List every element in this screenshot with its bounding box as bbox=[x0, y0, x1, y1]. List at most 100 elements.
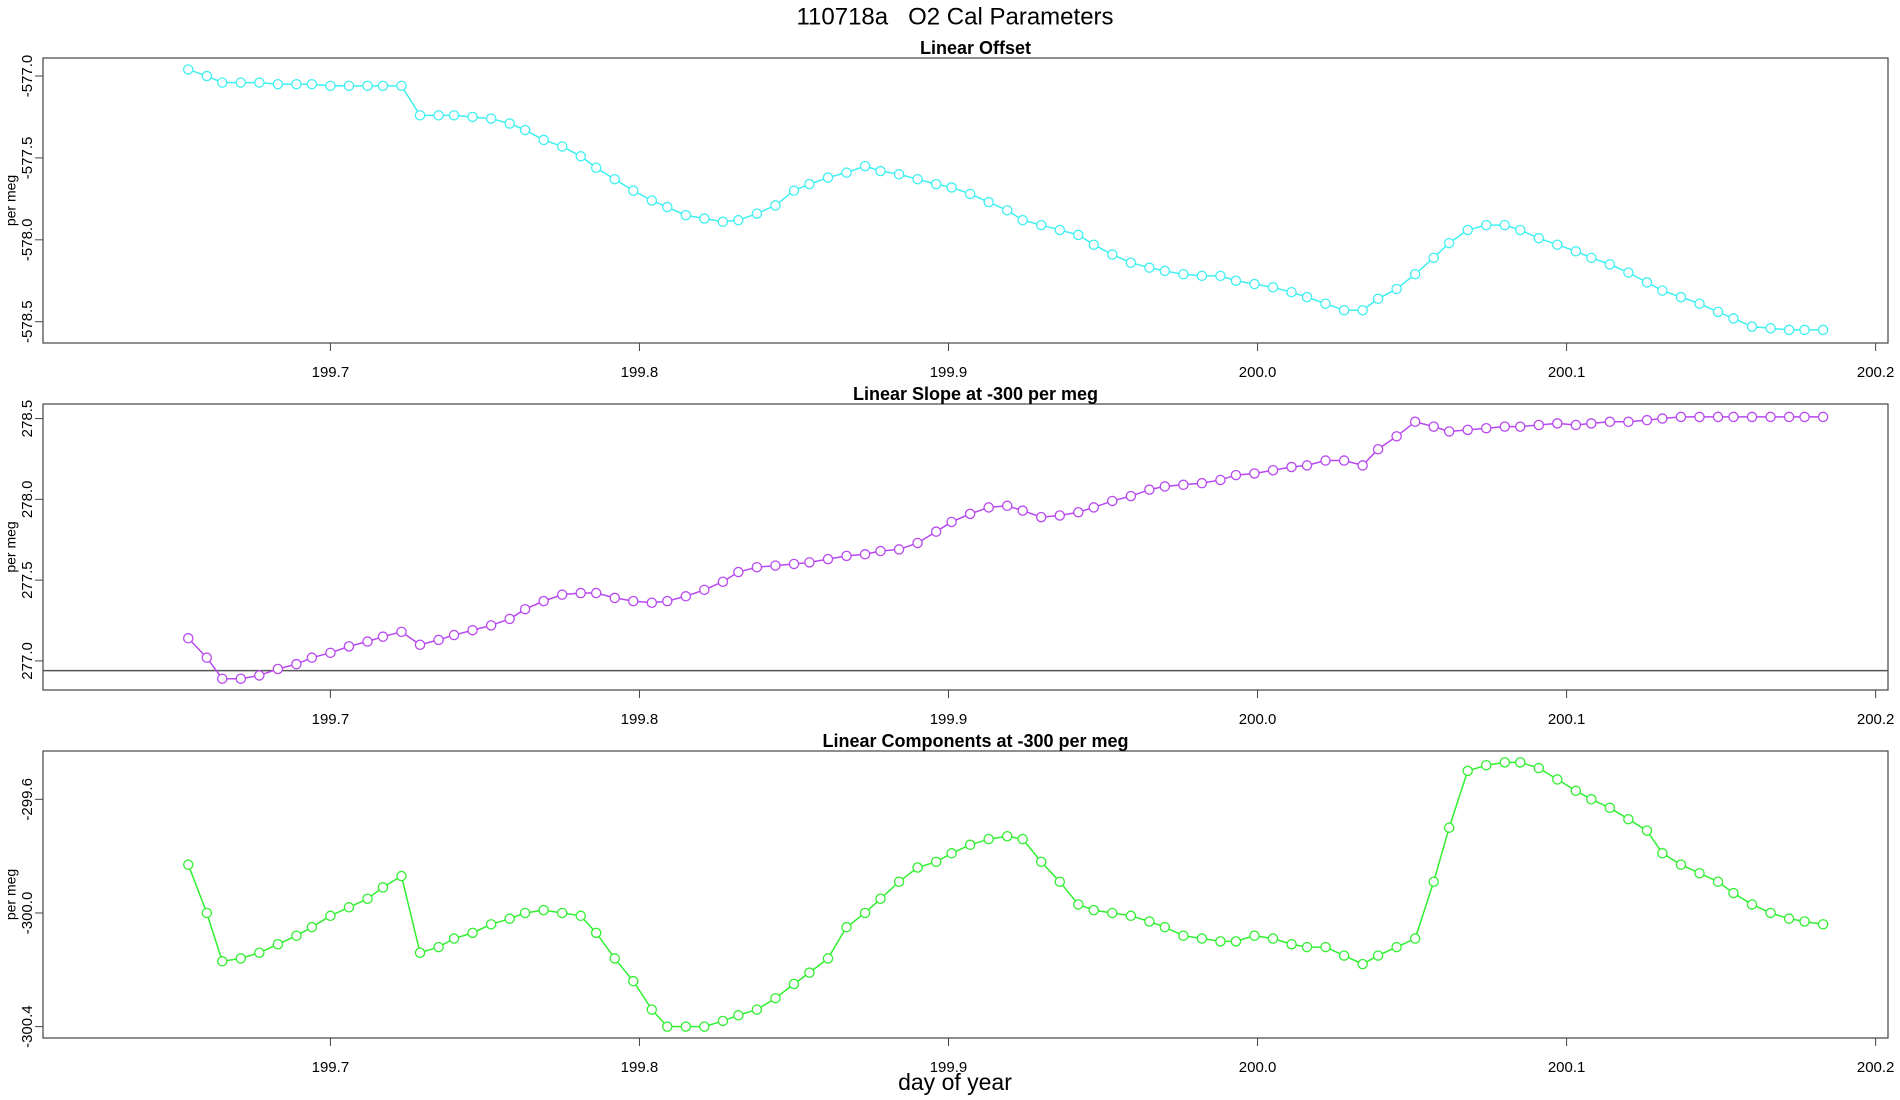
data-point bbox=[306, 652, 318, 663]
data-point bbox=[717, 216, 729, 228]
data-point bbox=[1017, 505, 1028, 516]
data-point bbox=[628, 975, 639, 987]
data-point bbox=[272, 663, 284, 675]
x-tick-label: 200.1 bbox=[1548, 1059, 1586, 1076]
data-point bbox=[699, 1021, 710, 1032]
data-point bbox=[1159, 481, 1171, 492]
data-point bbox=[859, 160, 871, 172]
data-point bbox=[485, 620, 497, 631]
data-point bbox=[1338, 455, 1350, 466]
data-point bbox=[1088, 904, 1100, 916]
x-tick-label: 199.8 bbox=[621, 711, 659, 728]
data-point bbox=[1746, 321, 1758, 332]
data-point bbox=[448, 629, 460, 641]
data-point bbox=[1338, 950, 1350, 961]
data-point bbox=[1409, 933, 1421, 944]
data-point bbox=[1765, 411, 1776, 423]
data-point bbox=[1462, 765, 1473, 777]
y-tick-label: -577.0 bbox=[19, 55, 36, 98]
data-point bbox=[983, 833, 994, 845]
page-title: 110718a O2 Cal Parameters bbox=[796, 3, 1113, 30]
data-point bbox=[1657, 848, 1668, 859]
data-point bbox=[291, 78, 302, 90]
data-point bbox=[662, 595, 673, 607]
data-point bbox=[377, 631, 389, 642]
data-point bbox=[519, 124, 531, 136]
y-tick-label: 278.5 bbox=[19, 400, 36, 438]
data-point bbox=[377, 882, 389, 893]
data-point bbox=[946, 516, 957, 528]
data-point bbox=[893, 169, 905, 180]
plot-frame bbox=[42, 403, 1889, 691]
data-point bbox=[201, 907, 213, 919]
data-point bbox=[733, 566, 744, 578]
x-tick-label: 199.9 bbox=[930, 711, 968, 728]
data-point bbox=[751, 208, 763, 219]
data-point bbox=[1125, 257, 1137, 268]
data-point bbox=[362, 893, 373, 905]
data-point bbox=[1746, 411, 1758, 423]
data-point bbox=[1765, 907, 1776, 919]
data-point bbox=[1817, 324, 1829, 336]
data-point bbox=[1641, 277, 1653, 288]
data-point bbox=[1320, 455, 1331, 466]
data-point bbox=[1623, 416, 1634, 428]
data-point bbox=[1586, 252, 1597, 264]
panel-title: Linear Components at -300 per meg bbox=[822, 731, 1128, 751]
data-point bbox=[1391, 283, 1402, 295]
data-point bbox=[841, 167, 852, 178]
data-point bbox=[343, 641, 355, 652]
data-point bbox=[448, 110, 460, 121]
data-point bbox=[680, 591, 692, 602]
data-point bbox=[1391, 431, 1402, 442]
data-point bbox=[1570, 419, 1582, 431]
data-point bbox=[1604, 802, 1616, 814]
data-point bbox=[1035, 219, 1047, 231]
data-point bbox=[1107, 495, 1118, 507]
data-point bbox=[1499, 219, 1511, 231]
data-point bbox=[1338, 304, 1350, 316]
data-point bbox=[1462, 224, 1473, 236]
data-point bbox=[1301, 291, 1313, 303]
data-point bbox=[396, 80, 407, 92]
data-point bbox=[1409, 416, 1421, 428]
data-point bbox=[1073, 899, 1084, 910]
x-tick-label: 200.0 bbox=[1239, 711, 1277, 728]
data-point bbox=[1301, 460, 1313, 471]
data-point bbox=[770, 560, 781, 571]
data-point bbox=[1125, 490, 1137, 502]
data-point bbox=[343, 80, 355, 92]
data-point bbox=[1623, 813, 1634, 825]
x-tick-label: 199.7 bbox=[312, 364, 350, 381]
panel-title: Linear Offset bbox=[920, 38, 1031, 58]
x-tick-label: 199.9 bbox=[930, 364, 968, 381]
data-point bbox=[1514, 421, 1526, 432]
data-point bbox=[788, 558, 800, 570]
x-tick-label: 200.2 bbox=[1857, 1059, 1895, 1076]
data-point bbox=[1230, 936, 1242, 947]
data-point bbox=[1073, 507, 1084, 518]
data-point bbox=[1286, 938, 1297, 950]
data-point bbox=[893, 544, 905, 555]
data-point bbox=[1249, 468, 1260, 479]
data-point bbox=[1675, 411, 1687, 423]
data-point bbox=[1428, 421, 1439, 432]
data-point bbox=[306, 921, 318, 933]
data-point bbox=[1623, 267, 1634, 278]
data-point bbox=[662, 1021, 673, 1032]
data-point bbox=[1125, 910, 1137, 922]
data-point bbox=[556, 907, 568, 919]
data-point bbox=[717, 576, 729, 587]
data-point bbox=[822, 953, 834, 964]
x-tick-label: 200.0 bbox=[1239, 1059, 1277, 1076]
data-point bbox=[1765, 323, 1776, 334]
data-point bbox=[1196, 270, 1208, 282]
data-point bbox=[875, 165, 886, 177]
data-point bbox=[912, 537, 923, 549]
data-point bbox=[751, 1004, 763, 1015]
data-point bbox=[1462, 424, 1473, 436]
data-point bbox=[1409, 268, 1421, 280]
data-point bbox=[1035, 856, 1047, 868]
data-point bbox=[575, 151, 586, 162]
data-point bbox=[1054, 224, 1066, 236]
